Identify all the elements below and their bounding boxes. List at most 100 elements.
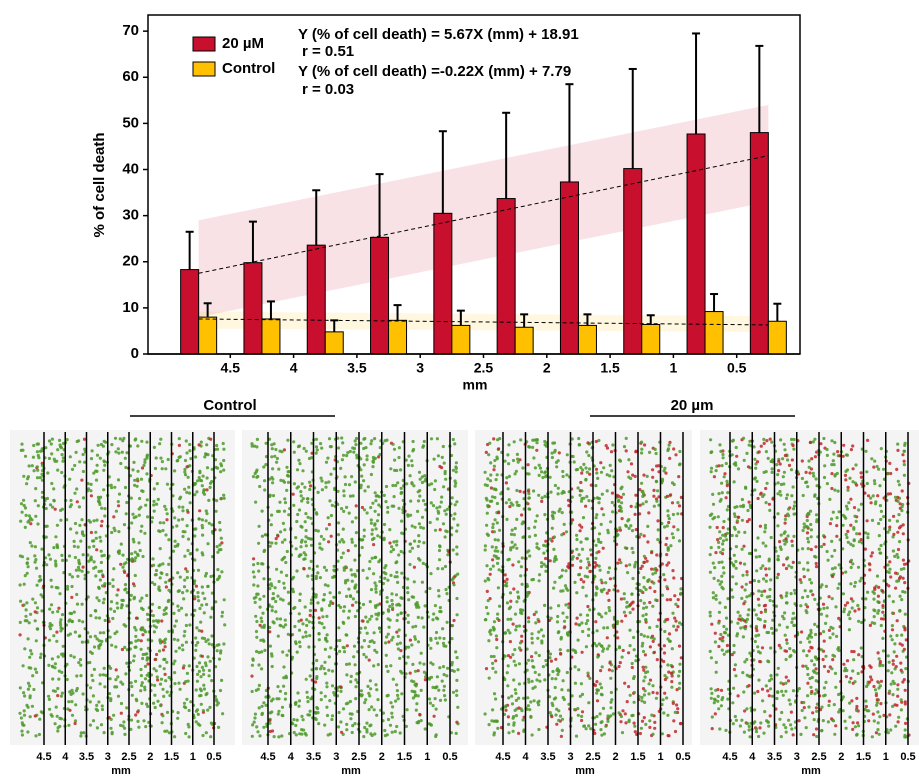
cell-dot: [827, 559, 830, 562]
cell-dot: [611, 669, 614, 672]
cell-dot: [348, 483, 351, 486]
cell-dot: [612, 624, 615, 627]
cell-dot: [852, 544, 855, 547]
cell-dot: [652, 582, 655, 585]
cell-dot: [276, 534, 279, 537]
cell-dot: [390, 712, 393, 715]
cell-dot: [162, 648, 165, 651]
cell-dot: [219, 528, 222, 531]
cell-dot: [103, 598, 106, 601]
cell-dot: [814, 655, 817, 658]
cell-dot: [643, 586, 646, 589]
cell-dot: [903, 460, 906, 463]
cell-dot: [893, 555, 896, 558]
cell-dot: [181, 535, 184, 538]
cell-dot: [198, 694, 201, 697]
cell-dot: [154, 658, 157, 661]
cell-dot: [395, 540, 398, 543]
cell-dot: [511, 653, 514, 656]
cell-dot: [889, 472, 892, 475]
cell-dot: [90, 494, 93, 497]
page: {"chart_data": {"type": "bar", "ylabel":…: [0, 0, 919, 780]
cell-dot: [331, 714, 334, 717]
cell-dot: [431, 686, 434, 689]
cell-dot: [443, 694, 446, 697]
cell-dot: [652, 489, 655, 492]
cell-dot: [887, 669, 890, 672]
image-tick-label: 3: [333, 751, 339, 763]
cell-dot: [630, 714, 633, 717]
cell-dot: [90, 483, 93, 486]
cell-dot: [759, 567, 762, 570]
cell-dot: [597, 550, 600, 553]
cell-dot: [815, 706, 818, 709]
cell-dot: [610, 691, 613, 694]
cell-dot: [251, 445, 254, 448]
cell-dot: [251, 735, 254, 738]
cell-dot: [599, 669, 602, 672]
cell-dot: [345, 663, 348, 666]
cell-dot: [117, 500, 120, 503]
cell-dot: [521, 536, 524, 539]
cell-dot: [25, 608, 28, 611]
cell-dot: [330, 445, 333, 448]
cell-dot: [153, 487, 156, 490]
cell-dot: [420, 652, 423, 655]
cell-dot: [786, 493, 789, 496]
cell-dot: [836, 450, 839, 453]
cell-dot: [748, 501, 751, 504]
cell-dot: [584, 478, 587, 481]
cell-dot: [596, 477, 599, 480]
cell-dot: [103, 685, 106, 688]
cell-dot: [386, 670, 389, 673]
cell-dot: [397, 697, 400, 700]
cell-dot: [354, 615, 357, 618]
cell-dot: [421, 475, 424, 478]
cell-dot: [257, 542, 260, 545]
cell-dot: [59, 618, 62, 621]
cell-dot: [355, 504, 358, 507]
cell-dot: [325, 682, 328, 685]
cell-dot: [34, 668, 37, 671]
cell-dot: [630, 505, 633, 508]
cell-dot: [100, 723, 103, 726]
cell-dot: [586, 672, 589, 675]
cell-dot: [785, 658, 788, 661]
cell-dot: [640, 448, 643, 451]
cell-dot: [735, 534, 738, 537]
cell-dot: [376, 534, 379, 537]
cell-dot: [644, 653, 647, 656]
cell-dot: [581, 586, 584, 589]
cell-dot: [844, 474, 847, 477]
cell-dot: [642, 607, 645, 610]
cell-dot: [672, 513, 675, 516]
cell-dot: [178, 497, 181, 500]
cell-dot: [287, 591, 290, 594]
cell-dot: [587, 454, 590, 457]
cell-dot: [494, 659, 497, 662]
cell-dot: [377, 513, 380, 516]
cell-dot: [26, 730, 29, 733]
cell-dot: [567, 499, 570, 502]
cell-dot: [58, 670, 61, 673]
cell-dot: [201, 551, 204, 554]
cell-dot: [649, 645, 652, 648]
cell-dot: [57, 607, 60, 610]
cell-dot: [255, 620, 258, 623]
cell-dot: [715, 671, 718, 674]
cell-dot: [122, 720, 125, 723]
cell-dot: [663, 692, 666, 695]
cell-dot: [557, 719, 560, 722]
cell-dot: [674, 620, 677, 623]
cell-dot: [201, 666, 204, 669]
cell-dot: [386, 506, 389, 509]
cell-dot: [383, 523, 386, 526]
cell-dot: [515, 625, 518, 628]
cell-dot: [188, 623, 191, 626]
cell-dot: [143, 532, 146, 535]
cell-dot: [114, 437, 117, 440]
cell-dot: [344, 483, 347, 486]
cell-dot: [573, 708, 576, 711]
cell-dot: [657, 528, 660, 531]
cell-dot: [575, 591, 578, 594]
